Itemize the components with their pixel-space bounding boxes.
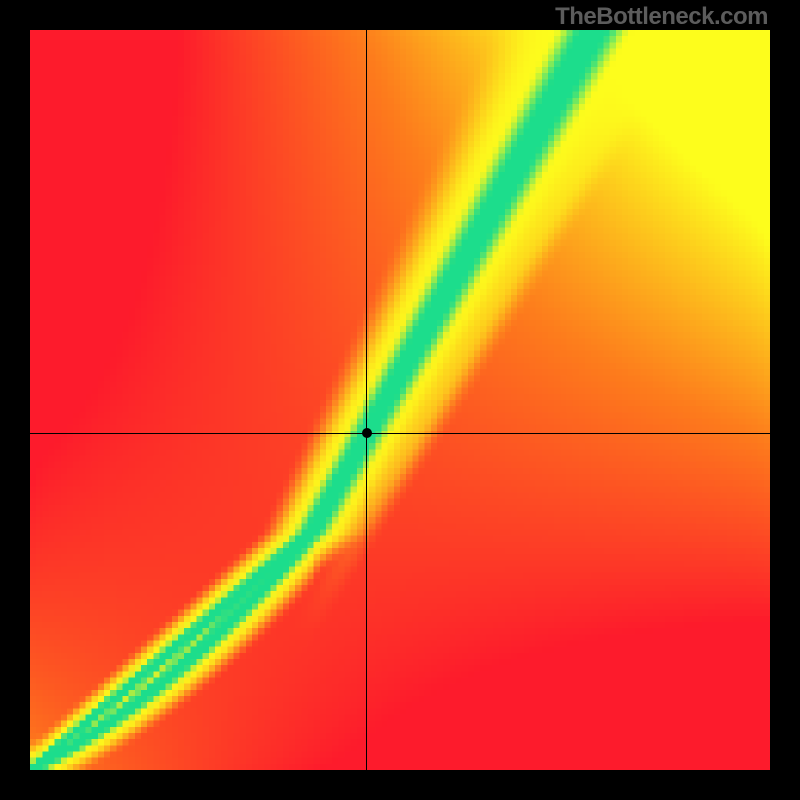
watermark-text: TheBottleneck.com xyxy=(555,3,768,31)
bottleneck-heatmap xyxy=(30,30,770,770)
crosshair-vertical xyxy=(366,30,367,770)
crosshair-horizontal xyxy=(30,433,770,434)
crosshair-marker xyxy=(362,428,372,438)
